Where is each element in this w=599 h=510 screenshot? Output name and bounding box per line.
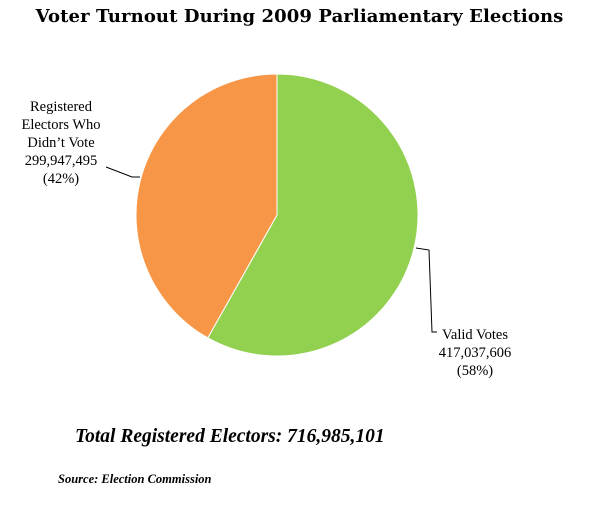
data-label-value: 299,947,495	[25, 153, 98, 169]
data-label-value: 417,037,606	[439, 345, 512, 361]
data-label-name: Didn’t Vote	[27, 135, 94, 151]
leader-line	[105, 166, 140, 178]
chart-title: Voter Turnout During 2009 Parliamentary …	[35, 6, 564, 27]
pie-slice-did-not-vote	[135, 73, 278, 339]
data-label-percent: (58%)	[457, 363, 493, 379]
leader-line	[415, 247, 437, 333]
data-label-name: Valid Votes	[442, 327, 508, 343]
pie-slice-valid-votes	[207, 73, 419, 357]
data-label-percent: (42%)	[43, 171, 79, 187]
data-label-name: Registered	[30, 99, 93, 115]
total-electors-note: Total Registered Electors: 716,985,101	[75, 426, 385, 447]
data-label-name: Electors Who	[21, 117, 100, 133]
source-note: Source: Election Commission	[58, 472, 212, 486]
